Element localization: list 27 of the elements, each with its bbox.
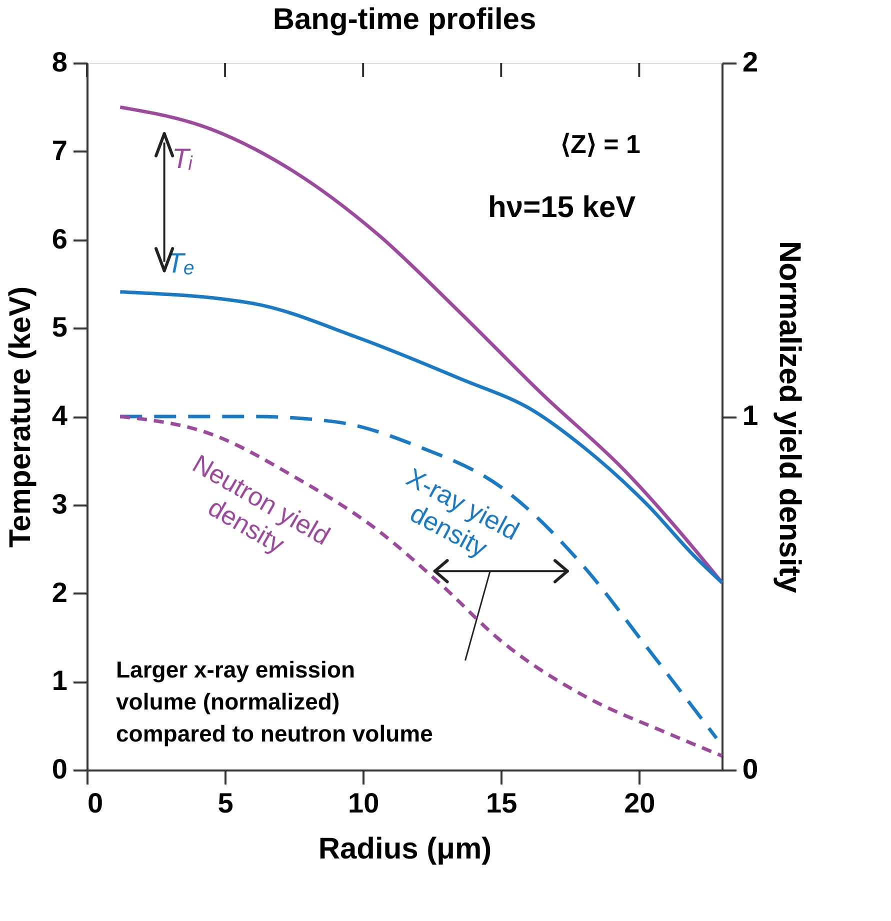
chart-title: Bang-time profiles	[272, 3, 536, 36]
x-tick-label: 5	[218, 788, 234, 818]
x-tick-label: 0	[88, 788, 104, 818]
y-tick-label: 4	[52, 400, 68, 431]
line-series	[118, 290, 724, 584]
y-tick-label: 8	[52, 46, 68, 78]
annotation: Larger x-ray emission volume (normalized) compared to neutron volume	[116, 656, 433, 747]
y-tick-label: 7	[52, 134, 68, 166]
y2-tick-label: 2	[742, 46, 758, 78]
x-tick-label: 10	[348, 788, 380, 818]
y-tick-label: 3	[52, 488, 68, 520]
y-tick-label: 2	[52, 576, 68, 608]
y2-tick-label: 0	[742, 754, 758, 784]
annotation: ⟨Z⟩ = 1	[560, 129, 641, 160]
x-axis-title: Radius (μm)	[318, 832, 492, 866]
y-axis-title: Temperature (keV)	[4, 286, 37, 548]
annotation: hν=15 keV	[488, 190, 636, 224]
y-tick-label: 0	[52, 754, 68, 784]
series-label: Tᵢ	[172, 143, 194, 174]
y-tick-label: 5	[52, 312, 68, 343]
y2-tick-label: 1	[742, 400, 758, 431]
x-tick-label: 20	[624, 788, 656, 818]
series-label: Tₑ	[166, 247, 195, 278]
y-tick-label: 6	[52, 223, 68, 254]
y-tick-label: 1	[52, 665, 68, 696]
x-tick-label: 15	[486, 788, 518, 818]
y2-axis-title: Normalized yield density	[773, 241, 806, 594]
